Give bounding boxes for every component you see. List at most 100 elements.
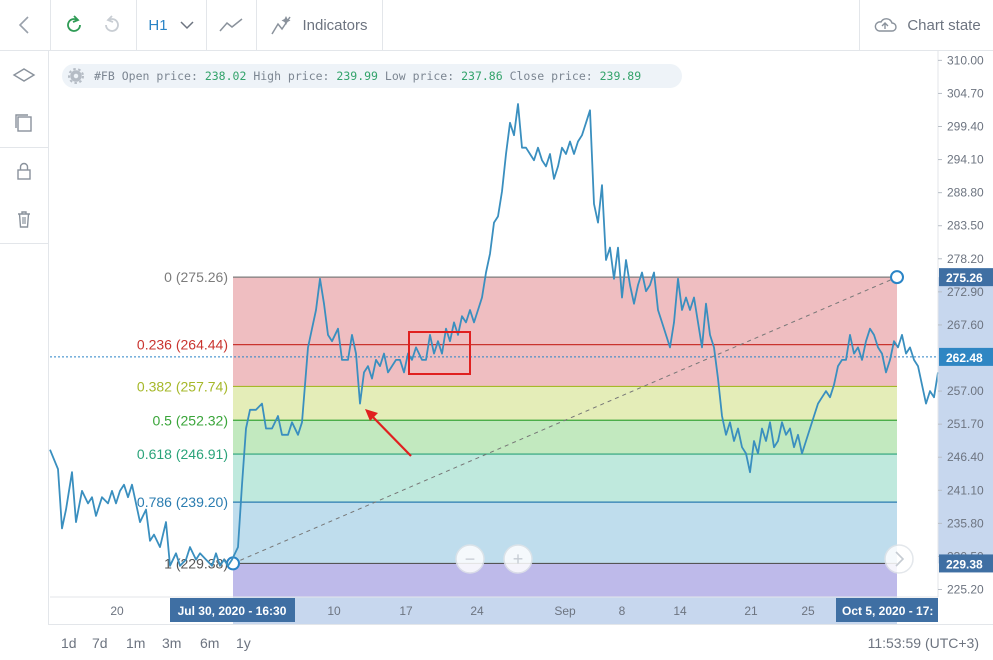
fib-zone-below xyxy=(233,563,897,597)
y-tick-label: 294.10 xyxy=(947,153,984,167)
zoom-in-button[interactable] xyxy=(503,544,533,574)
line-chart-icon xyxy=(219,18,243,32)
x-tick-label: 8 xyxy=(619,604,626,618)
y-tick-label: 225.20 xyxy=(947,583,984,597)
indicators-button[interactable]: Indicators xyxy=(256,0,383,50)
fib-label: 1 (229.38) xyxy=(164,555,228,571)
range-3m[interactable]: 3m xyxy=(162,635,182,651)
layers-icon[interactable] xyxy=(12,65,36,89)
zoom-out-button-glyph: − xyxy=(465,549,476,569)
symbol-label: #FB xyxy=(94,69,115,83)
arrow-shaft xyxy=(369,413,412,457)
x-tick-label: 21 xyxy=(744,604,758,618)
indicators-icon xyxy=(271,16,292,35)
timeframe-label: H1 xyxy=(148,16,168,34)
fib-trend-line xyxy=(232,276,898,564)
fib-handle-end xyxy=(890,270,904,285)
close-value: 239.89 xyxy=(599,69,642,83)
high-label: High price: xyxy=(253,69,330,83)
undo-icon[interactable] xyxy=(62,13,86,37)
x-tick-label: 24 xyxy=(470,604,484,618)
sidebar-divider xyxy=(0,243,48,244)
y-tick-label: 299.40 xyxy=(947,120,984,134)
fib-low-tag-bg xyxy=(939,554,993,573)
chevron-left-icon xyxy=(18,16,29,34)
fib-high-tag-bg xyxy=(939,268,993,287)
fib-label: 0 (275.26) xyxy=(164,269,228,285)
price-series xyxy=(49,103,939,567)
chart-state-label: Chart state xyxy=(907,16,981,34)
y-axis: 310.00 304.70 299.40 294.10 288.80 283.50 278.… xyxy=(937,51,993,597)
fib-high-tag: 275.26 xyxy=(946,271,983,285)
copy-icon[interactable] xyxy=(12,111,36,135)
trash-icon[interactable] xyxy=(12,207,36,231)
zoom-in-button-glyph: + xyxy=(513,549,524,569)
top-toolbar: H1 Indicators Chart state xyxy=(0,0,993,51)
y-tick-label: 283.50 xyxy=(947,219,984,233)
cloud-upload-icon xyxy=(875,18,897,32)
redo-icon[interactable] xyxy=(100,13,124,37)
x-tick-label: 10 xyxy=(327,604,341,618)
chart-state-button[interactable]: Chart state xyxy=(859,0,993,50)
fib-start-date-bg xyxy=(170,598,295,622)
arrow-head xyxy=(365,409,378,421)
high-value: 239.99 xyxy=(336,69,378,83)
fib-label: 0.236 (264.44) xyxy=(137,337,228,353)
open-value: 238.02 xyxy=(204,69,247,83)
close-label: Close price: xyxy=(509,69,593,83)
fib-zone xyxy=(233,420,897,455)
chart-type-button[interactable] xyxy=(206,0,257,50)
fib-end-date-bg xyxy=(836,598,938,622)
bottom-bar: 1d 7d 1m 3m 6m 1y 11:53:59 (UTC+3) xyxy=(48,624,993,660)
gear-icon[interactable] xyxy=(66,66,86,86)
y-tick-label: 235.80 xyxy=(947,516,984,530)
fib-zone xyxy=(233,502,897,564)
range-1m[interactable]: 1m xyxy=(126,635,146,651)
clock: 11:53:59 (UTC+3) xyxy=(867,635,979,651)
annotations: − + xyxy=(365,331,914,574)
scroll-right-button[interactable] xyxy=(884,544,914,574)
fib-zone xyxy=(233,277,897,345)
back-button[interactable] xyxy=(0,0,51,50)
low-value: 237.86 xyxy=(461,69,503,83)
zoom-out-button[interactable] xyxy=(455,544,485,574)
fib-label: 0.618 (246.91) xyxy=(137,446,228,462)
y-tick-label: 257.00 xyxy=(947,384,984,398)
low-label: Low price: xyxy=(384,69,455,83)
y-tick-label: 272.90 xyxy=(947,285,984,299)
timeframe-dropdown[interactable]: H1 xyxy=(136,0,207,50)
ohlc-info: #FB Open price: 238.02 High price: 239.9… xyxy=(62,64,682,88)
fib-zone xyxy=(233,454,897,503)
x-tick-label: 25 xyxy=(801,604,815,618)
range-6m[interactable]: 6m xyxy=(200,635,220,651)
x-tick-label: Sep xyxy=(554,604,576,618)
range-1y[interactable]: 1y xyxy=(236,635,251,651)
y-tick-label: 267.60 xyxy=(947,318,984,332)
fibonacci-lines: 0 (275.26) 0.236 (264.44) 0.382 (257.74) 0.… xyxy=(50,269,938,571)
y-tick-label: 241.10 xyxy=(947,483,984,497)
x-tick-label: 14 xyxy=(673,604,687,618)
range-1d[interactable]: 1d xyxy=(61,635,77,651)
range-7d[interactable]: 7d xyxy=(92,635,108,651)
y-tick-label: 251.70 xyxy=(947,417,984,431)
indicators-label: Indicators xyxy=(302,16,368,34)
fib-label: 0.786 (239.20) xyxy=(137,494,228,510)
fib-zone xyxy=(233,344,897,387)
highlight-box xyxy=(408,331,471,375)
undo-redo-group xyxy=(50,0,137,50)
chevron-down-icon xyxy=(180,21,194,30)
current-price-tag-bg xyxy=(939,347,993,366)
y-tick-label: 288.80 xyxy=(947,186,984,200)
fib-start-date: Jul 30, 2020 - 16:30 xyxy=(178,604,287,618)
lock-icon[interactable] xyxy=(12,159,36,183)
price-line xyxy=(49,103,939,567)
y-axis-band xyxy=(938,277,993,564)
chevron-right-icon xyxy=(895,551,905,567)
left-sidebar xyxy=(0,51,49,659)
y-tick-label: 246.40 xyxy=(947,450,984,464)
y-tick-label: 304.70 xyxy=(947,86,984,100)
fib-zone xyxy=(233,386,897,421)
fib-time-band xyxy=(233,597,897,624)
current-price-tag: 262.48 xyxy=(946,351,983,365)
